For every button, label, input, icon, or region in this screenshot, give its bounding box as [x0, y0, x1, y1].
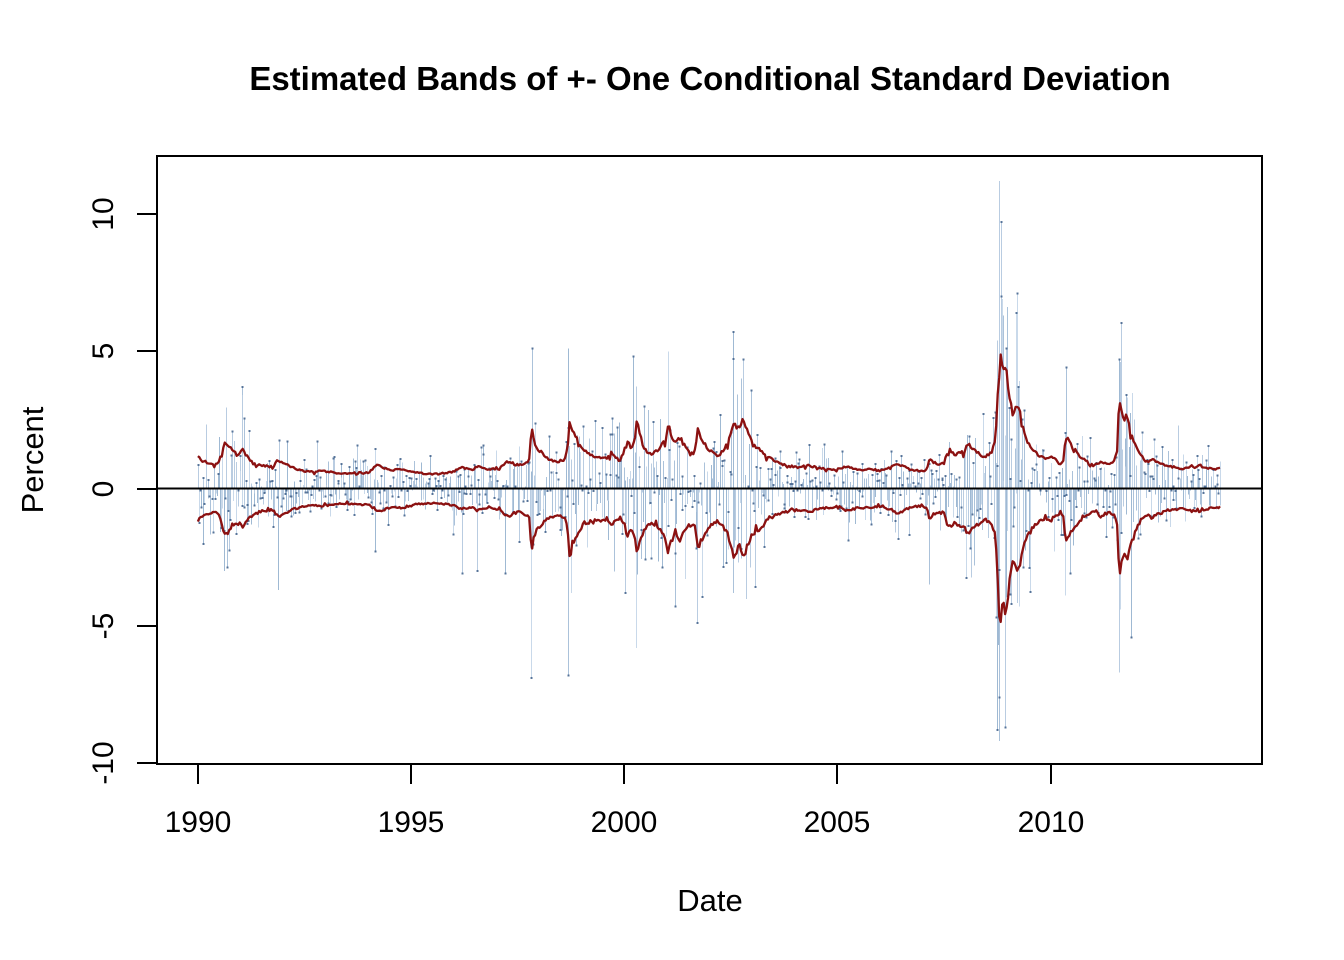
y-tick-label-neg10: -10 [87, 741, 120, 785]
y-tick-label-5: 5 [87, 342, 120, 360]
y-tick-label-neg5: -5 [87, 612, 120, 640]
x-tick-label-2000: 2000 [590, 806, 658, 839]
x-axis-label: Date [677, 883, 743, 918]
y-axis-label: Percent [15, 406, 50, 514]
x-tick-label-2005: 2005 [803, 806, 871, 839]
x-tick-label-1995: 1995 [377, 806, 445, 839]
y-tick-label-0: 0 [87, 480, 120, 498]
y-tick-label-10: 10 [87, 197, 120, 231]
chart-title: Estimated Bands of +- One Conditional St… [249, 60, 1171, 97]
x-tick-label-1990: 1990 [164, 806, 232, 839]
x-tick-label-2010: 2010 [1017, 806, 1085, 839]
